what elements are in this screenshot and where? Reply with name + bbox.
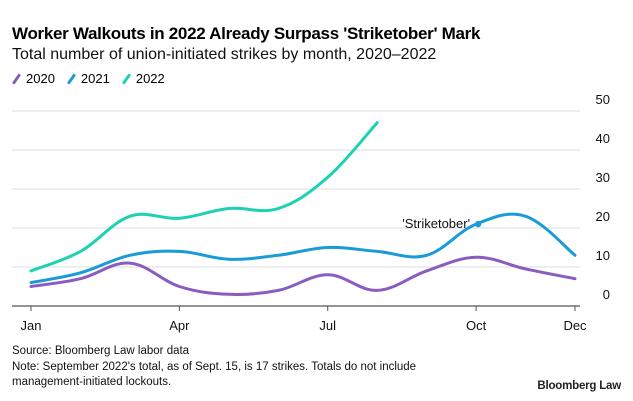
series-line-2020 <box>29 255 577 296</box>
x-axis: Jan Apr Jul Oct Dec <box>12 305 587 333</box>
y-tick-label: 10 <box>596 248 610 263</box>
legend-item-2020: 2020 <box>11 71 55 86</box>
footnote: Note: September 2022's total, as of Sept… <box>12 361 417 388</box>
x-tick-label: Apr <box>169 318 190 333</box>
x-tick-label: Jan <box>21 318 42 333</box>
legend-label-2022: 2022 <box>135 71 165 86</box>
y-axis: 0 10 20 30 40 50 <box>596 92 610 302</box>
y-tick-label: 30 <box>596 170 610 185</box>
annotations: 'Striketober' <box>402 216 482 231</box>
x-tick-label: Oct <box>466 318 487 333</box>
y-tick-label: 50 <box>596 92 610 107</box>
legend-item-2022: 2022 <box>121 71 165 86</box>
legend-item-2021: 2021 <box>66 71 110 86</box>
annotation-label: 'Striketober' <box>402 216 470 231</box>
series-line-2021 <box>29 212 577 285</box>
chart-title: Worker Walkouts in 2022 Already Surpass … <box>12 24 481 43</box>
brand-logo: Bloomberg Law <box>537 380 621 392</box>
chart-subtitle: Total number of union-initiated strikes … <box>12 46 437 63</box>
y-tick-label: 20 <box>596 209 610 224</box>
annotation-marker <box>474 220 482 228</box>
x-tick-label: Dec <box>563 318 587 333</box>
legend-label-2021: 2021 <box>80 71 110 86</box>
y-tick-label: 0 <box>603 287 610 302</box>
x-tick-label: Jul <box>319 318 336 333</box>
series-lines <box>29 121 577 296</box>
legend: 2020 2021 2022 <box>11 71 177 86</box>
gridlines <box>12 110 580 268</box>
y-tick-label: 40 <box>596 131 610 146</box>
series-line-2022 <box>29 121 379 273</box>
source-note: Source: Bloomberg Law labor data <box>12 345 190 357</box>
legend-label-2020: 2020 <box>26 71 55 86</box>
